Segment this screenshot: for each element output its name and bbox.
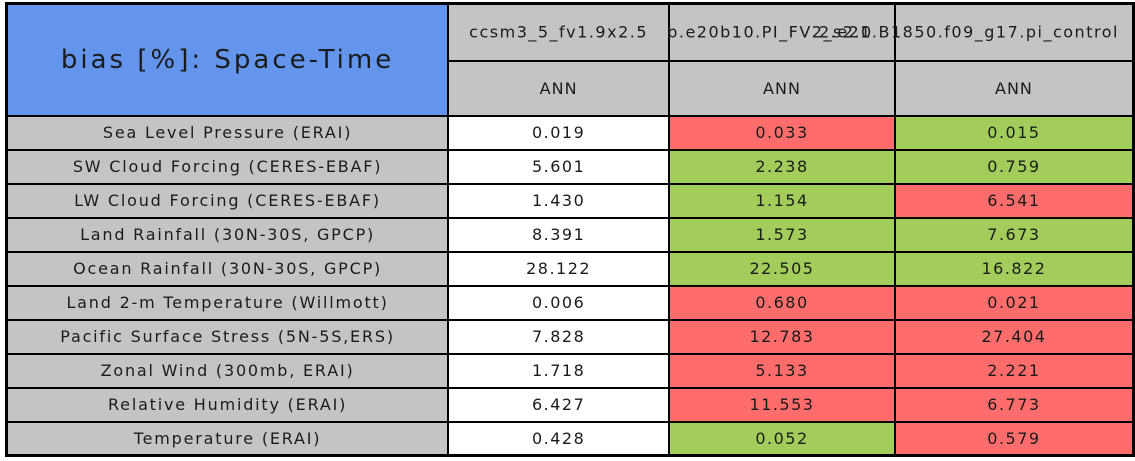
bias-value-cell: 1.430	[447, 182, 671, 219]
table-row: Land Rainfall (30N-30S, GPCP) 8.391 1.57…	[5, 216, 1135, 253]
bias-value-cell: 0.021	[893, 284, 1135, 321]
table-row: Zonal Wind (300mb, ERAI) 1.718 5.133 2.2…	[5, 352, 1135, 389]
bias-value-cell: 0.428	[447, 420, 671, 457]
table-row: Land 2-m Temperature (Willmott) 0.006 0.…	[5, 284, 1135, 321]
metric-label: Land 2-m Temperature (Willmott)	[5, 284, 450, 321]
metric-label: Relative Humidity (ERAI)	[5, 386, 450, 423]
table-row: SW Cloud Forcing (CERES-EBAF) 5.601 2.23…	[5, 148, 1135, 185]
bias-value-cell: 0.759	[893, 148, 1135, 185]
bias-value-cell: 6.427	[447, 386, 671, 423]
table-title: bias [%]: Space-Time	[5, 2, 450, 117]
model-name-label: ccsm3_5_fv1.9x2.5	[469, 22, 649, 42]
metric-label: LW Cloud Forcing (CERES-EBAF)	[5, 182, 450, 219]
table-row: Temperature (ERAI) 0.428 0.052 0.579	[5, 420, 1135, 457]
bias-value-cell: 1.154	[668, 182, 896, 219]
season-header-2: ANN	[668, 59, 896, 117]
table-row: Pacific Surface Stress (5N-5S,ERS) 7.828…	[5, 318, 1135, 355]
metric-label: Ocean Rainfall (30N-30S, GPCP)	[5, 250, 450, 287]
model-name-header-3: 2.e21.B1850.f09_g17.pi_control	[819, 2, 1135, 62]
model-name-header-2: b.e20b10.PI_FV2_s2.0	[667, 2, 896, 62]
metric-label: Sea Level Pressure (ERAI)	[5, 114, 450, 151]
bias-value-cell: 0.579	[893, 420, 1135, 457]
bias-value-cell: 22.505	[668, 250, 896, 287]
bias-value-cell: 5.601	[447, 148, 671, 185]
metric-label: Pacific Surface Stress (5N-5S,ERS)	[5, 318, 450, 355]
bias-value-cell: 0.033	[668, 114, 896, 151]
bias-value-cell: 11.553	[668, 386, 896, 423]
bias-value-cell: 28.122	[447, 250, 671, 287]
bias-value-cell: 7.828	[447, 318, 671, 355]
bias-value-cell: 0.015	[893, 114, 1135, 151]
bias-value-cell: 1.573	[668, 216, 896, 253]
table-row: Ocean Rainfall (30N-30S, GPCP) 28.122 22…	[5, 250, 1135, 287]
model-header-row: bias [%]: Space-Time ccsm3_5_fv1.9x2.5 b…	[5, 2, 1135, 117]
model-name-header-1: ccsm3_5_fv1.9x2.5	[447, 2, 671, 62]
bias-value-cell: 0.052	[668, 420, 896, 457]
bias-value-cell: 6.541	[893, 182, 1135, 219]
bias-value-cell: 16.822	[893, 250, 1135, 287]
bias-value-cell: 27.404	[893, 318, 1135, 355]
metric-label: SW Cloud Forcing (CERES-EBAF)	[5, 148, 450, 185]
bias-value-cell: 8.391	[447, 216, 671, 253]
season-header-1: ANN	[447, 59, 671, 117]
bias-value-cell: 1.718	[447, 352, 671, 389]
bias-value-cell: 12.783	[668, 318, 896, 355]
bias-value-cell: 2.221	[893, 352, 1135, 389]
season-header-3: ANN	[893, 59, 1135, 117]
bias-value-cell: 0.006	[447, 284, 671, 321]
bias-value-cell: 2.238	[668, 148, 896, 185]
table-row: Relative Humidity (ERAI) 6.427 11.553 6.…	[5, 386, 1135, 423]
table-row: LW Cloud Forcing (CERES-EBAF) 1.430 1.15…	[5, 182, 1135, 219]
model-name-label: b.e20b10.PI_FV2_s2.0	[667, 22, 873, 42]
bias-table: bias [%]: Space-Time ccsm3_5_fv1.9x2.5 b…	[5, 2, 1135, 457]
metric-label: Zonal Wind (300mb, ERAI)	[5, 352, 450, 389]
metric-label: Temperature (ERAI)	[5, 420, 450, 457]
metric-label: Land Rainfall (30N-30S, GPCP)	[5, 216, 450, 253]
season-header-row: ANN ANN ANN	[7, 59, 1135, 117]
bias-value-cell: 7.673	[893, 216, 1135, 253]
table-row: Sea Level Pressure (ERAI) 0.019 0.033 0.…	[5, 114, 1135, 151]
model-name-label: 2.e21.B1850.f09_g17.pi_control	[818, 22, 1119, 42]
bias-value-cell: 0.019	[447, 114, 671, 151]
bias-value-cell: 6.773	[893, 386, 1135, 423]
bias-value-cell: 0.680	[668, 284, 896, 321]
bias-value-cell: 5.133	[668, 352, 896, 389]
